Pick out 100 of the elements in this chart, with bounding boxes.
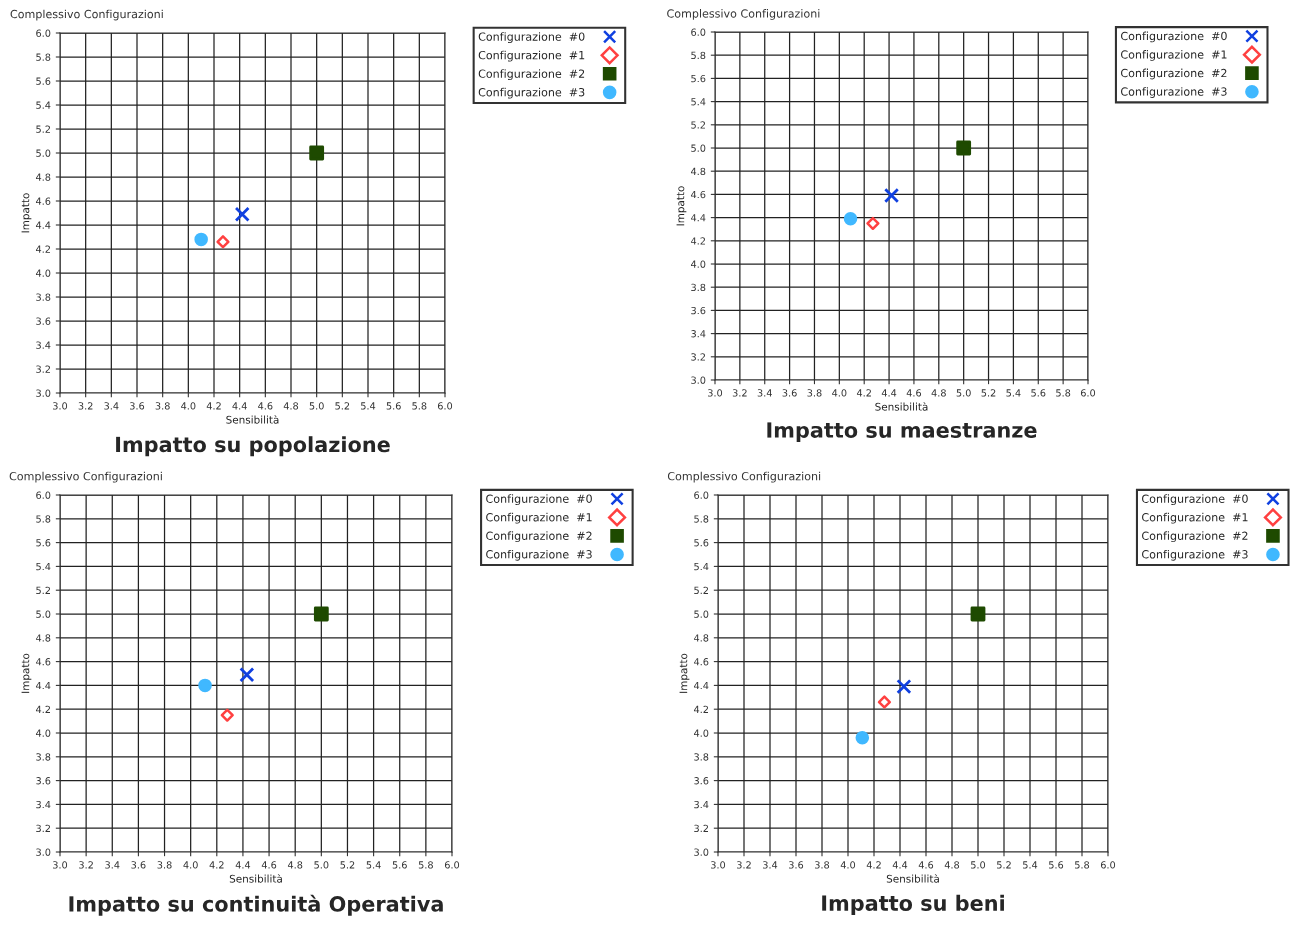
y-tick-label: 5.2 xyxy=(691,121,705,129)
point xyxy=(198,678,212,693)
y-tick-label: 3.0 xyxy=(36,848,51,856)
y-tick-label: 3.4 xyxy=(694,800,709,809)
x-tick-label: 4.2 xyxy=(856,389,871,397)
y-tick-label: 5.2 xyxy=(36,125,50,133)
legend-label: Configurazione #3 xyxy=(1142,549,1248,561)
y-tick-label: 3.4 xyxy=(36,800,51,809)
x-tick-label: 6.0 xyxy=(1100,861,1116,869)
legend-label: Configurazione #2 xyxy=(486,531,592,543)
x-tick-label: 3.8 xyxy=(815,861,830,869)
legend-label: Configurazione #2 xyxy=(1121,68,1227,80)
x-tick-label: 5.6 xyxy=(1049,861,1064,869)
legend-label: Configurazione #1 xyxy=(1142,512,1248,524)
x-tick-label: 6.0 xyxy=(1080,389,1096,397)
point xyxy=(843,211,858,226)
x-tick-label: 4.8 xyxy=(931,389,946,397)
x-tick-label: 4.6 xyxy=(906,389,922,397)
point xyxy=(877,695,892,709)
point xyxy=(866,216,880,231)
x-tick-label: 4.0 xyxy=(840,861,856,869)
y-tick-label: 4.8 xyxy=(35,173,51,181)
x-axis-title: Sensibilità xyxy=(875,402,928,411)
x-tick-label: 5.0 xyxy=(309,402,324,410)
y-tick-label: 6.0 xyxy=(691,28,706,36)
y-tick-label: 3.8 xyxy=(691,283,706,292)
y-axis-title: Impatto xyxy=(679,653,690,693)
x-tick-label: 5.2 xyxy=(981,389,996,397)
x-tick-label: 5.2 xyxy=(340,861,355,869)
y-tick-label: 5.0 xyxy=(691,144,706,152)
x-tick-label: 4.0 xyxy=(832,389,847,397)
y-tick-label: 3.4 xyxy=(36,341,51,349)
x-tick-label: 5.8 xyxy=(1056,389,1071,397)
legend-label: Configurazione #1 xyxy=(1121,50,1227,61)
y-tick-label: 5.6 xyxy=(694,539,709,547)
y-tick-label: 3.6 xyxy=(694,777,709,785)
x-tick-label: 4.6 xyxy=(258,402,273,410)
x-tick-label: 5.0 xyxy=(956,389,971,397)
y-tick-label: 3.2 xyxy=(36,824,50,833)
chart-title: Complessivo Configurazioni xyxy=(667,9,820,20)
y-tick-label: 5.8 xyxy=(36,515,51,523)
x-tick-label: 3.4 xyxy=(105,861,120,869)
legend-label: Configurazione #3 xyxy=(1121,87,1227,98)
x-tick-label: 5.6 xyxy=(1031,389,1046,397)
y-tick-label: 4.2 xyxy=(35,705,50,713)
x-tick-label: 3.0 xyxy=(53,402,68,410)
x-tick-label: 6.0 xyxy=(437,402,453,410)
x-tick-label: 3.0 xyxy=(53,861,68,869)
x-tick-label: 3.6 xyxy=(131,861,146,869)
y-axis-title: Impatto xyxy=(676,186,687,226)
legend-label: Configurazione #0 xyxy=(1121,31,1227,43)
chart-title: Complessivo Configurazioni xyxy=(10,9,163,21)
x-tick-label: 5.2 xyxy=(335,402,350,410)
y-axis-title: Impatto xyxy=(21,193,32,233)
point xyxy=(239,667,255,683)
text: Impatto su popolazione xyxy=(116,436,390,457)
y-axis-title: Impatto xyxy=(21,653,32,693)
y-tick-label: 3.2 xyxy=(691,353,705,361)
y-tick-label: 4.0 xyxy=(693,729,709,737)
x-tick-label: 5.4 xyxy=(366,861,381,869)
y-tick-label: 4.2 xyxy=(693,705,708,713)
y-tick-label: 4.4 xyxy=(35,221,51,229)
x-tick-label: 4.8 xyxy=(944,861,960,869)
x-axis-title: Sensibilità xyxy=(226,415,279,424)
x-tick-label: 4.6 xyxy=(261,861,277,869)
legend-label: Configurazione #0 xyxy=(486,494,592,506)
y-tick-label: 4.0 xyxy=(35,729,51,737)
legend-label: Configurazione #3 xyxy=(486,549,592,561)
point xyxy=(313,606,329,622)
point xyxy=(194,232,208,247)
x-tick-label: 3.4 xyxy=(763,861,778,869)
y-tick-label: 4.6 xyxy=(35,658,51,666)
x-tick-label: 5.0 xyxy=(971,861,986,869)
y-tick-label: 3.2 xyxy=(694,824,708,833)
x-tick-label: 3.6 xyxy=(130,402,145,410)
legend-label: Configurazione #2 xyxy=(478,69,585,81)
x-tick-label: 5.0 xyxy=(314,861,329,869)
y-tick-label: 3.6 xyxy=(36,317,51,325)
x-tick-label: 3.6 xyxy=(789,861,804,869)
x-tick-label: 4.8 xyxy=(287,861,303,869)
y-tick-label: 6.0 xyxy=(36,491,51,499)
y-tick-label: 4.6 xyxy=(690,190,706,199)
y-tick-label: 4.2 xyxy=(35,245,50,253)
point xyxy=(896,678,912,695)
x-tick-label: 4.8 xyxy=(283,402,299,410)
x-tick-label: 5.8 xyxy=(418,861,433,869)
chart-title: Complessivo Configurazioni xyxy=(667,471,821,483)
y-tick-label: 5.6 xyxy=(36,539,51,547)
y-tick-label: 3.8 xyxy=(694,753,709,761)
point xyxy=(956,140,972,156)
x-tick-label: 4.4 xyxy=(892,861,908,869)
x-tick-label: 3.6 xyxy=(782,389,797,397)
x-tick-label: 5.4 xyxy=(1023,861,1038,869)
x-tick-label: 5.4 xyxy=(1006,389,1021,397)
x-tick-label: 4.2 xyxy=(209,861,224,869)
y-tick-label: 4.8 xyxy=(690,167,706,176)
y-tick-label: 3.0 xyxy=(694,848,709,856)
x-tick-label: 5.4 xyxy=(361,402,376,410)
text: Impatto su maestranze xyxy=(767,422,1037,442)
x-tick-label: 3.0 xyxy=(708,389,723,397)
